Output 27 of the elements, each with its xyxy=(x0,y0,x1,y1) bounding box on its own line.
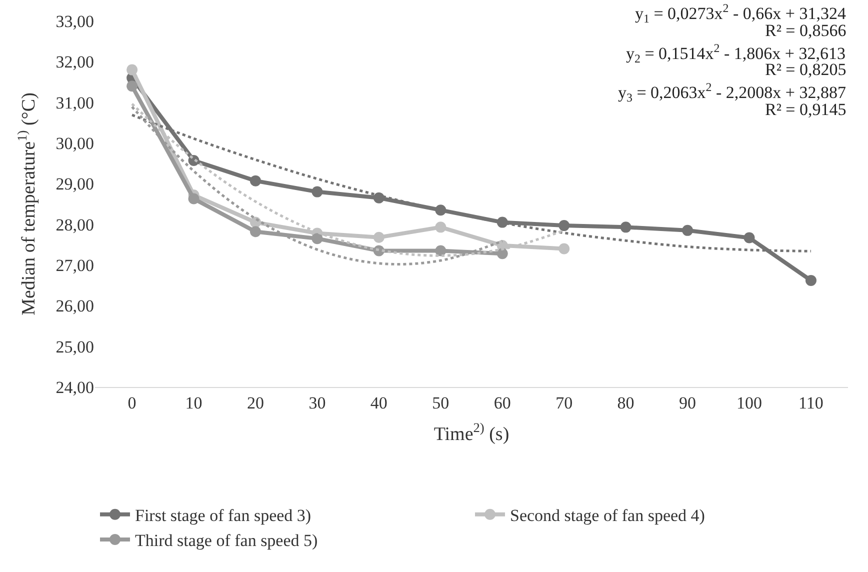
y-tick-label: 33,00 xyxy=(56,12,94,31)
x-tick-label: 20 xyxy=(246,393,264,412)
y-tick-label: 24,00 xyxy=(56,378,94,397)
legend-label: First stage of fan speed 3) xyxy=(135,506,312,525)
x-tick-label: 10 xyxy=(185,393,202,412)
y-tick-label: 32,00 xyxy=(56,52,94,72)
x-tick-label: 70 xyxy=(556,393,573,412)
x-axis-title: Time$^{2)}$ (s) xyxy=(434,420,510,446)
x-tick-label: 100 xyxy=(736,393,762,412)
x-tick-label: 80 xyxy=(617,393,634,412)
y-tick-label: 29,00 xyxy=(56,174,94,194)
y-tick-label: 27,00 xyxy=(56,256,94,275)
x-tick-label: 0 xyxy=(128,393,136,412)
y-tick-label: 30,00 xyxy=(56,134,94,153)
y-tick-label: 31,00 xyxy=(56,93,94,112)
annotation: R² = 0,8205 xyxy=(765,60,846,79)
x-tick-label: 110 xyxy=(798,393,824,412)
y-tick-label: 25,00 xyxy=(56,337,94,356)
legend-label: Third stage of fan speed 5) xyxy=(135,531,318,550)
x-tick-label: 60 xyxy=(494,393,511,412)
x-tick-label: 90 xyxy=(679,393,696,412)
y-tick-label: 28,00 xyxy=(56,215,94,234)
y-tick-label: 26,00 xyxy=(56,296,94,316)
x-tick-label: 40 xyxy=(370,393,388,412)
legend-label: Second stage of fan speed 4) xyxy=(510,506,705,525)
x-tick-label: 30 xyxy=(308,393,326,412)
x-tick-label: 50 xyxy=(432,393,450,412)
